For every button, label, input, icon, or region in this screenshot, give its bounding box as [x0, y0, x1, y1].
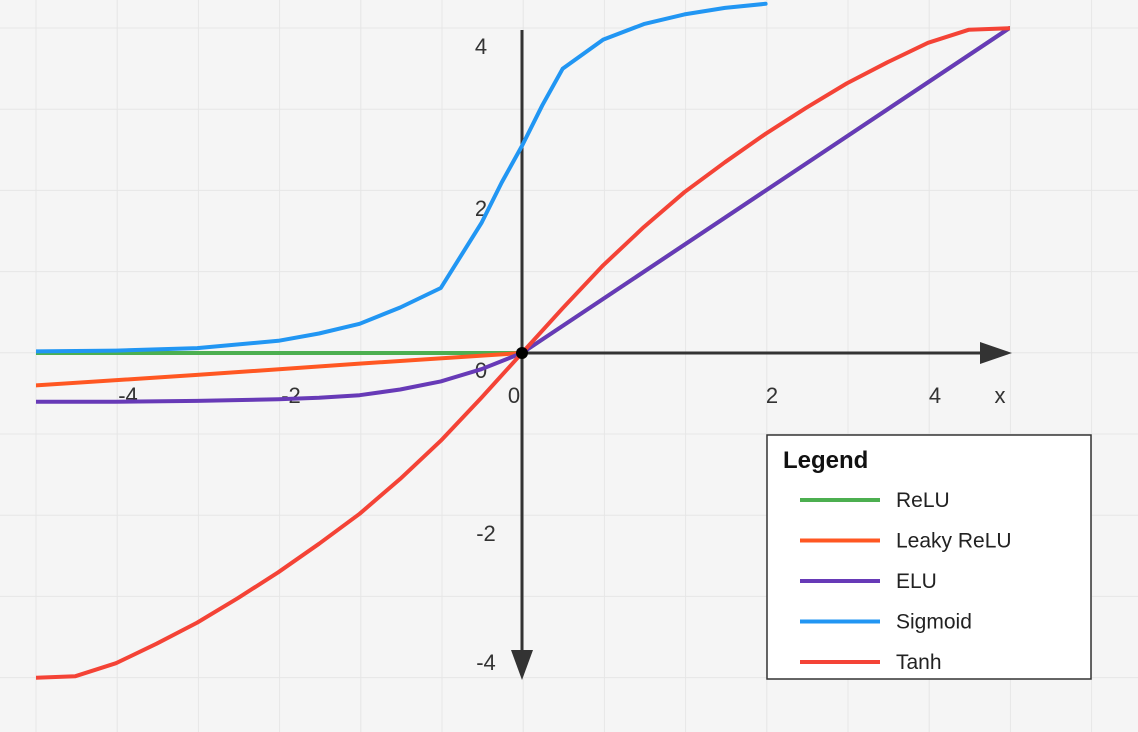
legend-item-label: Sigmoid	[896, 611, 972, 634]
series-line-sigmoid	[36, 1, 768, 354]
y-tick-label: -2	[476, 521, 496, 546]
legend-item-label: Tanh	[896, 651, 942, 674]
legend-title: Legend	[783, 447, 868, 474]
y-tick-label: 4	[475, 34, 487, 59]
legend-item-label: Leaky ReLU	[896, 530, 1012, 553]
origin-point	[516, 347, 528, 359]
y-tick-label: -4	[476, 650, 496, 675]
x-axis-arrow	[980, 342, 1012, 364]
x-tick-label: -2	[281, 383, 301, 408]
legend-box	[766, 434, 1092, 680]
y-axis-arrow	[511, 650, 533, 680]
legend: Legend ReLU Leaky ReLU ELU Sigmoid Tanh	[766, 434, 1092, 680]
series-layer	[36, 1, 1010, 680]
x-tick-label: -4	[118, 383, 138, 408]
x-tick-label: 0	[508, 383, 520, 408]
series-line-leaky-relu	[36, 351, 524, 388]
x-tick-label: 2	[766, 383, 778, 408]
legend-item-label: ELU	[896, 570, 937, 593]
series-line-elu	[36, 26, 1010, 404]
x-tick-label: 4	[929, 383, 941, 408]
x-axis-label: x	[995, 383, 1006, 408]
legend-item-label: ReLU	[896, 489, 950, 512]
